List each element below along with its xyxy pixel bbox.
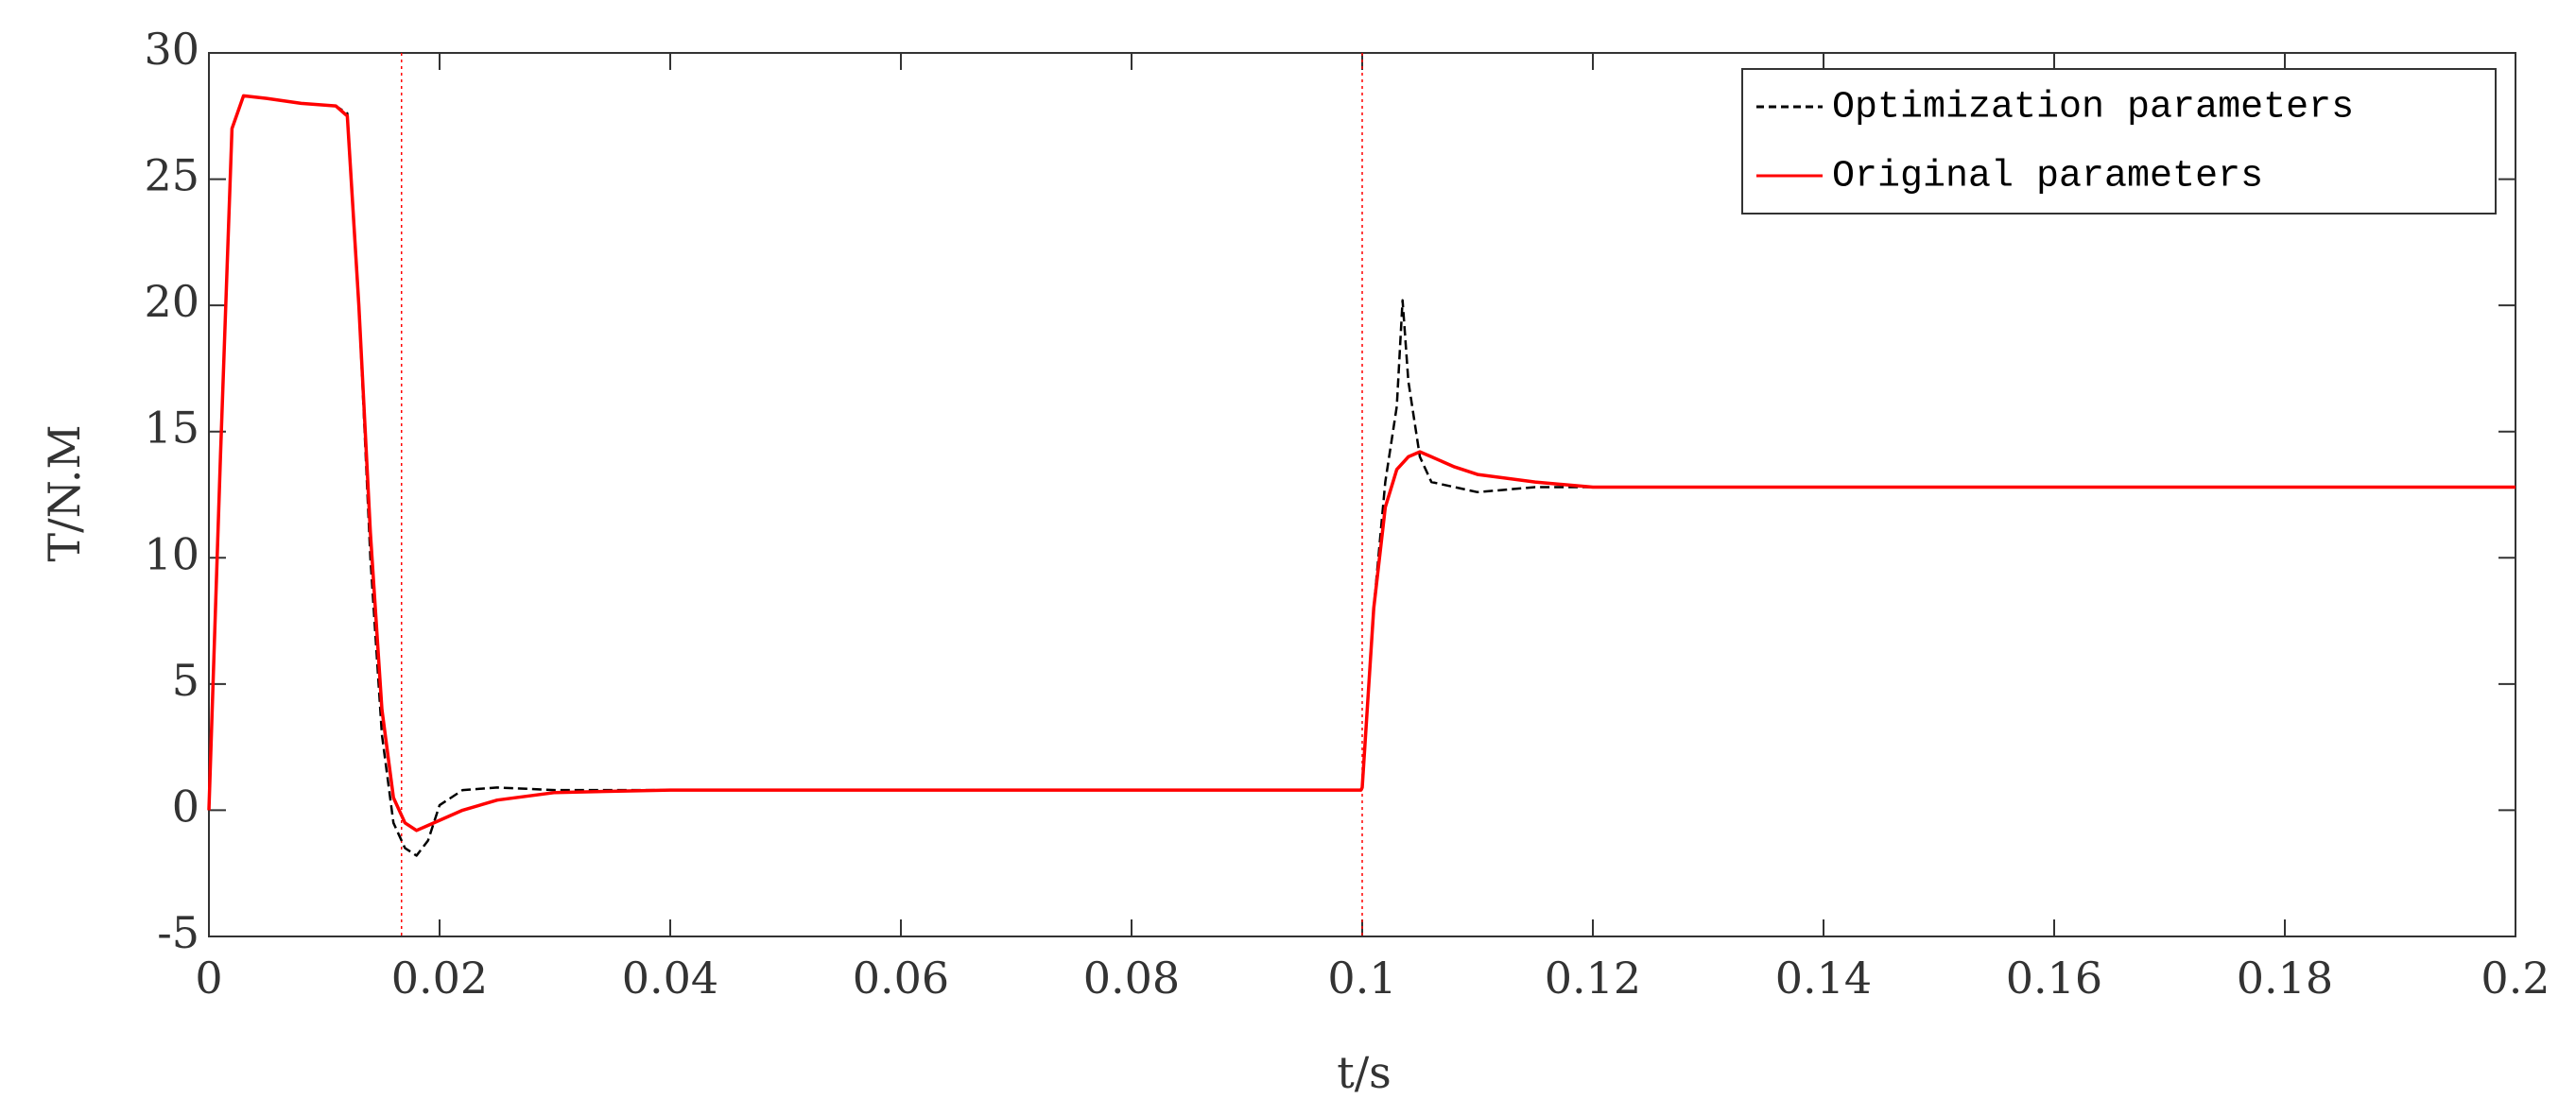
x-tick-label: 0.18: [2237, 953, 2333, 1004]
y-tick-label: 5: [172, 655, 199, 706]
x-tick-label: 0.2: [2481, 953, 2550, 1004]
x-axis-label: t/s: [1337, 1047, 1392, 1098]
legend-box: [1741, 68, 2497, 215]
x-tick-label: 0.04: [622, 953, 718, 1004]
series-line: [207, 94, 2515, 833]
legend-label: Optimization parameters: [1832, 87, 2354, 129]
x-tick-label: 0.14: [1775, 953, 1872, 1004]
x-tick-label: 0.12: [1545, 953, 1641, 1004]
y-tick-label: 30: [144, 24, 199, 75]
x-tick-label: 0.06: [853, 953, 949, 1004]
y-tick-label: 0: [172, 781, 199, 832]
y-tick-label: 20: [144, 276, 199, 327]
y-tick-label: 25: [144, 150, 199, 201]
x-tick-label: 0.16: [2006, 953, 2102, 1004]
y-tick-label: 15: [144, 403, 199, 454]
y-tick-label: -5: [157, 907, 199, 958]
legend-label: Original parameters: [1832, 156, 2263, 198]
x-tick-label: 0.02: [391, 953, 488, 1004]
x-tick-label: 0.08: [1083, 953, 1180, 1004]
y-tick-label: 10: [144, 528, 199, 579]
x-tick-label: 0: [195, 953, 222, 1004]
x-tick-label: 0.1: [1327, 953, 1396, 1004]
y-axis-label: T/N.M: [39, 424, 90, 561]
